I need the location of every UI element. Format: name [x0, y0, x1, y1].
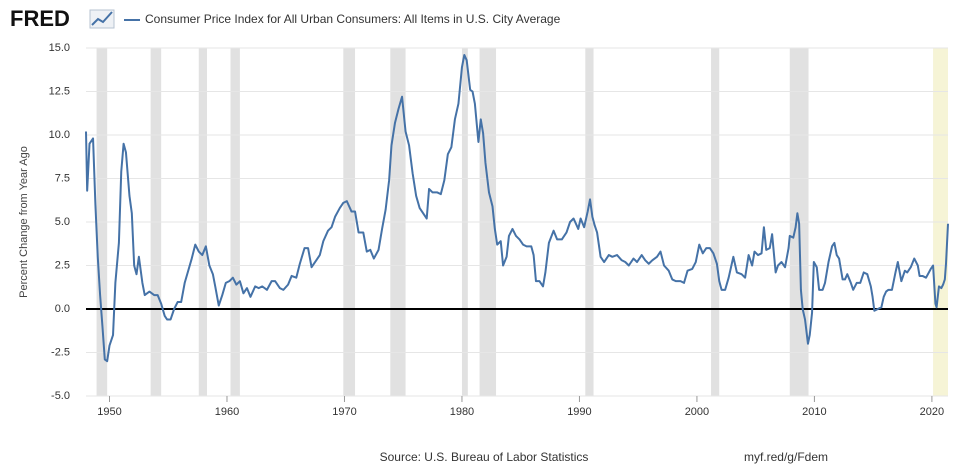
legend-label: Consumer Price Index for All Urban Consu… — [145, 12, 561, 26]
x-tick-label: 2000 — [685, 406, 709, 418]
y-tick-label: 0.0 — [55, 303, 70, 315]
x-tick-label: 1950 — [97, 406, 121, 418]
source-note: Source: U.S. Bureau of Labor Statistics — [380, 450, 589, 464]
logo-frame — [89, 9, 115, 29]
y-tick-label: -5.0 — [51, 390, 70, 402]
y-tick-label: 10.0 — [49, 129, 70, 141]
x-tick-label: 1970 — [332, 406, 356, 418]
x-tick-label: 1960 — [215, 406, 239, 418]
logo-line — [91, 11, 113, 26]
x-tick-label: 2020 — [920, 406, 944, 418]
brand-logo: FRED — [10, 6, 70, 31]
y-axis-label: Percent Change from Year Ago — [18, 146, 30, 298]
x-tick-label: 1990 — [567, 406, 591, 418]
header: FRED Consumer Price Index for All Urban … — [10, 6, 561, 31]
y-tick-label: 15.0 — [49, 42, 70, 54]
y-tick-label: 7.5 — [55, 172, 70, 184]
x-tick-label: 1980 — [450, 406, 474, 418]
short-link: myf.red/g/Fdem — [744, 450, 828, 464]
y-tick-label: 5.0 — [55, 216, 70, 228]
y-tick-label: -2.5 — [51, 346, 70, 358]
y-tick-label: 2.5 — [55, 259, 70, 271]
plot-area: -5.0 -2.5 0.0 2.5 5.0 7.5 10.0 12.5 15.0 1950 1960… — [49, 42, 949, 418]
x-tick-label: 2010 — [802, 406, 826, 418]
logo-icon — [89, 9, 115, 29]
series-line — [85, 53, 949, 363]
y-tick-label: 12.5 — [49, 85, 70, 97]
